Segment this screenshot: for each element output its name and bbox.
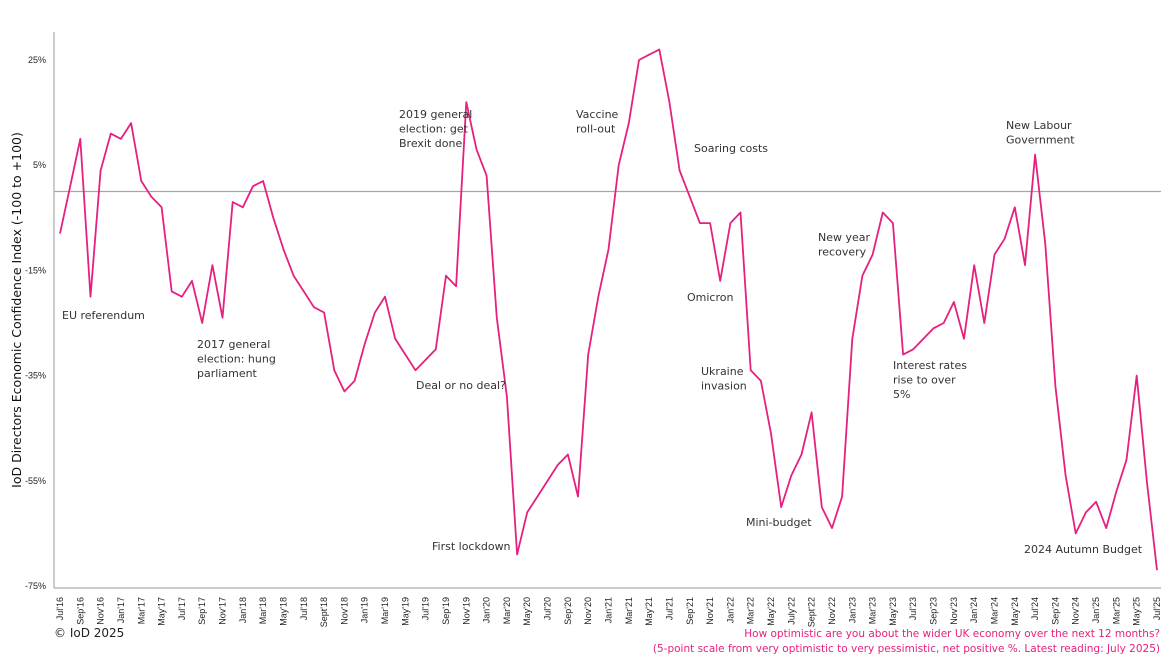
x-tick-label: May'24 [1010, 597, 1020, 626]
x-tick-label: Nov'24 [1071, 597, 1081, 625]
annotation-label: Vaccine roll-out [576, 108, 619, 136]
x-tick-label: May'22 [766, 597, 776, 626]
x-tick-label: Jan'18 [238, 597, 248, 623]
x-tick-label: May'20 [522, 597, 532, 626]
y-tick-label: -55% [25, 476, 46, 486]
annotations: EU referendum 2017 general election: hung p… [62, 108, 1143, 556]
x-axis-ticks: Jul'16 Sep'16 Nov'16 Jan'17 Mar'17 May'17 Jul'… [55, 597, 1162, 627]
x-tick-label: Sep'23 [929, 597, 939, 625]
x-tick-label: Jul'17 [177, 597, 187, 620]
y-tick-label: -15% [25, 265, 46, 275]
y-tick-label: 5% [33, 160, 46, 170]
y-axis-ticks: 25% 5% -15% -35% -55% -75% [25, 55, 46, 591]
x-tick-label: Sep'19 [441, 597, 451, 625]
x-tick-label: Mar'20 [502, 597, 512, 624]
annotation-label: 2019 general election: get Brexit done [399, 108, 472, 150]
series-group [59, 48, 1158, 571]
footer-question: How optimistic are you about the wider U… [744, 628, 1160, 640]
annotation-label: Mini-budget [746, 516, 812, 529]
x-tick-label: Nov'16 [96, 597, 106, 625]
x-tick-label: Jan'17 [116, 597, 126, 623]
annotation-label: New Labour Government [1006, 119, 1075, 147]
x-tick-label: Mar'24 [989, 597, 999, 624]
x-tick-label: Mar'18 [258, 597, 268, 624]
x-tick-label: Jul'25 [1152, 597, 1162, 620]
x-tick-label: Mar'23 [868, 597, 878, 624]
x-tick-label: Sep'24 [1050, 597, 1060, 625]
y-tick-label: 25% [28, 55, 46, 65]
annotation-label: Deal or no deal? [416, 379, 506, 392]
x-tick-label: Jan'22 [725, 597, 735, 623]
annotation-label: Omicron [687, 291, 733, 304]
annotation-label: Interest rates rise to over 5% [893, 359, 967, 401]
x-tick-label: May'19 [400, 597, 410, 626]
annotation-label: First lockdown [432, 540, 511, 553]
y-tick-label: -75% [25, 581, 46, 591]
series-line [59, 48, 1158, 571]
x-tick-label: May'18 [278, 597, 288, 626]
y-tick-label: -35% [25, 371, 46, 381]
annotation-label: Soaring costs [694, 142, 768, 155]
x-tick-label: Nov'22 [827, 597, 837, 625]
x-tick-label: Jan'20 [482, 597, 492, 623]
x-tick-label: Jan'23 [847, 597, 857, 623]
x-tick-label: Mar'19 [380, 597, 390, 624]
x-tick-label: Sept'22 [807, 597, 817, 627]
x-tick-label: Jan'25 [1091, 597, 1101, 623]
annotation-label: EU referendum [62, 309, 145, 322]
x-tick-label: July'22 [786, 597, 796, 625]
annotation-label: 2017 general election: hung parliament [197, 338, 276, 380]
x-tick-label: Sep'17 [197, 597, 207, 625]
axes [53, 32, 1161, 589]
x-tick-label: Nov'19 [461, 597, 471, 625]
x-tick-label: Jul'18 [299, 597, 309, 620]
x-tick-label: May'21 [644, 597, 654, 626]
x-tick-label: Nov'17 [218, 597, 228, 625]
annotation-label: New year recovery [818, 231, 871, 259]
x-tick-label: Mar'17 [136, 597, 146, 624]
x-tick-label: Jul'24 [1030, 597, 1040, 620]
annotation-label: Ukraine invasion [701, 365, 747, 393]
x-tick-label: Jul'20 [543, 597, 553, 620]
x-tick-label: Sep'16 [75, 597, 85, 625]
x-tick-label: Nov'23 [949, 597, 959, 625]
x-tick-label: Nov'20 [583, 597, 593, 625]
x-tick-label: Jul'21 [664, 597, 674, 620]
x-tick-label: Nov'21 [705, 597, 715, 625]
copyright: © IoD 2025 [54, 626, 124, 640]
x-tick-label: Mar'21 [624, 597, 634, 624]
x-tick-label: Sep'20 [563, 597, 573, 625]
x-tick-label: Jan'21 [604, 597, 614, 623]
x-tick-label: Sept'18 [319, 597, 329, 627]
x-tick-label: Mar'25 [1111, 597, 1121, 624]
x-tick-label: May'23 [888, 597, 898, 626]
x-tick-label: Sep'21 [685, 597, 695, 625]
x-tick-label: Jul'19 [421, 597, 431, 620]
y-axis-label: IoD Directors Economic Confidence Index … [9, 132, 24, 488]
x-tick-label: May'25 [1132, 597, 1142, 626]
x-tick-label: Jul'23 [908, 597, 918, 620]
x-tick-label: Mar'22 [746, 597, 756, 624]
x-tick-label: Nov'18 [339, 597, 349, 625]
footer-note: (5-point scale from very optimistic to v… [653, 643, 1160, 655]
x-tick-label: May'17 [157, 597, 167, 626]
x-tick-label: Jan'24 [969, 597, 979, 623]
annotation-label: 2024 Autumn Budget [1024, 543, 1143, 556]
x-tick-label: Jan'19 [360, 597, 370, 623]
x-tick-label: Jul'16 [55, 597, 65, 620]
